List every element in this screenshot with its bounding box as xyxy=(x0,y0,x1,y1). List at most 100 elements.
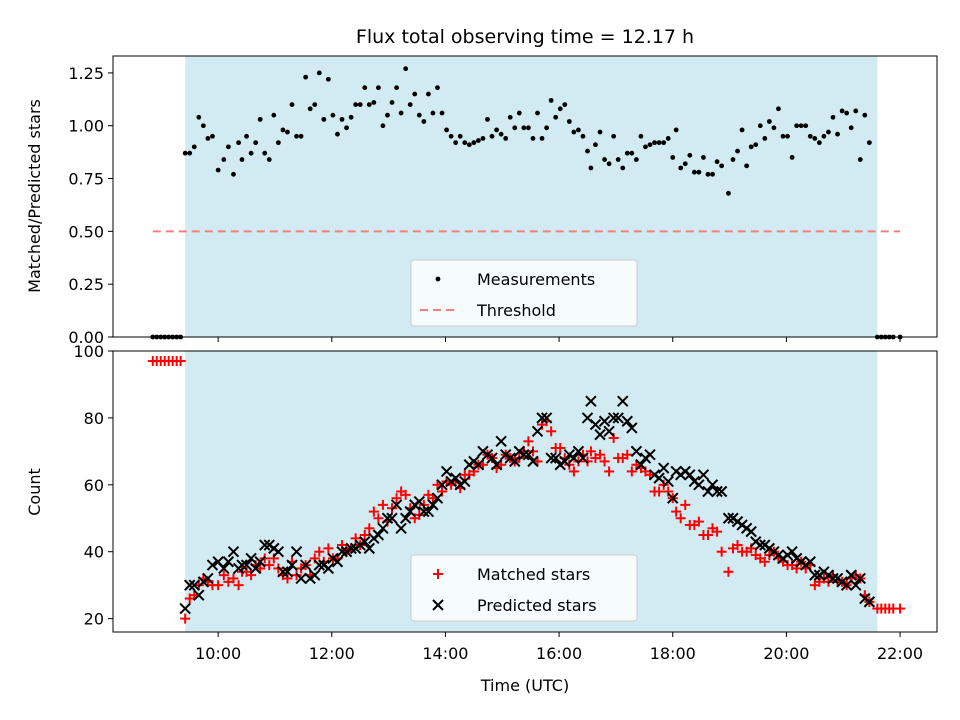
measurement-point xyxy=(466,142,472,148)
y-tick-label: 0.50 xyxy=(68,222,104,241)
legend-label: Threshold xyxy=(476,301,556,320)
predicted-star-point xyxy=(536,412,548,424)
y-tick-label: 1.00 xyxy=(68,117,104,136)
y-tick-label: 0.25 xyxy=(68,275,104,294)
measurement-point xyxy=(412,91,418,97)
matched-star-point xyxy=(175,356,186,367)
matched-star-point xyxy=(680,499,691,510)
matched-star-point xyxy=(555,443,566,454)
measurement-point xyxy=(839,108,845,114)
matched-star-point xyxy=(585,446,596,457)
predicted-star-point xyxy=(440,465,453,478)
measurement-point xyxy=(394,85,399,91)
predicted-star-point xyxy=(486,452,498,464)
measurement-point xyxy=(321,116,327,122)
measurement-point xyxy=(512,125,518,131)
measurement-point xyxy=(205,135,211,141)
measurement-point xyxy=(826,129,831,135)
predicted-star-point xyxy=(850,579,862,591)
measurement-point xyxy=(389,100,395,105)
predicted-star-point xyxy=(227,546,240,558)
measurement-point xyxy=(539,135,545,141)
measurement-point xyxy=(366,102,372,107)
predicted-star-point xyxy=(635,459,647,471)
predicted-star-point xyxy=(381,512,394,524)
legend-box xyxy=(410,259,638,327)
x-axis-label: Time (UTC) xyxy=(480,676,569,695)
measurement-point xyxy=(776,106,781,112)
measurement-point xyxy=(544,125,549,131)
measurement-point xyxy=(371,100,377,105)
top-panel-frame xyxy=(112,55,938,338)
matched-star-point xyxy=(702,529,713,540)
measurement-point xyxy=(403,66,409,72)
predicted-star-point xyxy=(359,535,371,548)
top-panel: 0.00 0.25 0.50 0.75 1.00 1.25 Flux total obse… xyxy=(25,26,938,347)
predicted-star-point xyxy=(259,539,271,551)
measurement-point xyxy=(633,157,639,162)
predicted-star-point xyxy=(667,492,679,504)
predicted-star-point xyxy=(540,412,553,424)
predicted-star-point xyxy=(644,448,656,461)
x-tick-label: 12:00 xyxy=(309,644,355,663)
measurement-point xyxy=(548,97,554,103)
predicted-star-point xyxy=(418,505,430,518)
predicted-star-point xyxy=(399,512,412,524)
measurement-point xyxy=(353,102,359,107)
measurement-point xyxy=(726,190,731,196)
measurement-point xyxy=(593,142,598,148)
predicted-star-point xyxy=(372,529,385,541)
measurement-point xyxy=(325,76,331,82)
measurement-point xyxy=(489,133,495,139)
measurement-point xyxy=(210,133,215,139)
matched-star-point xyxy=(364,523,375,534)
measurement-point xyxy=(200,123,206,129)
measurement-point xyxy=(407,102,413,107)
matched-star-point xyxy=(546,426,557,437)
predicted-star-point xyxy=(322,562,335,575)
matched-star-point xyxy=(675,513,686,524)
measurement-point xyxy=(691,169,697,175)
measurement-point xyxy=(853,108,859,114)
matched-star-point xyxy=(716,546,727,557)
matched-star-point xyxy=(218,570,229,581)
measurement-point xyxy=(476,138,481,143)
predicted-star-point xyxy=(612,412,624,424)
measurement-point xyxy=(785,133,790,139)
bottom-panel-frame xyxy=(112,350,938,633)
legend-label: Measurements xyxy=(477,270,595,289)
measurement-point xyxy=(739,127,745,133)
matched-star-point xyxy=(759,556,770,567)
measurement-point xyxy=(557,106,563,112)
predicted-star-point xyxy=(395,522,407,535)
measurement-point xyxy=(444,127,449,133)
predicted-star-point xyxy=(295,572,307,585)
predicted-star-point xyxy=(286,559,298,571)
predicted-star-point xyxy=(607,412,620,424)
x-tick-label: 18:00 xyxy=(650,644,696,663)
predicted-star-point xyxy=(572,445,585,458)
measurement-point xyxy=(803,123,809,129)
x-tick-label: 22:00 xyxy=(877,644,923,663)
predicted-star-point xyxy=(522,448,535,461)
matched-star-point xyxy=(671,506,682,517)
top-legend: Measurements Threshold xyxy=(410,259,638,327)
predicted-star-point xyxy=(202,572,214,585)
y-tick-label: 100 xyxy=(73,342,104,361)
predicted-star-point xyxy=(390,499,403,511)
measurement-point xyxy=(696,169,702,175)
bottom-legend: Matched stars Predicted stars xyxy=(410,554,638,622)
legend-label: Matched stars xyxy=(477,565,590,584)
measurement-point xyxy=(348,114,354,120)
measurement-point xyxy=(262,150,268,156)
measurement-point xyxy=(576,127,581,133)
predicted-star-point xyxy=(577,452,589,464)
predicted-star-point xyxy=(697,469,710,481)
measurement-point xyxy=(312,102,318,107)
matched-star-point xyxy=(373,513,384,524)
predicted-star-point xyxy=(804,556,816,568)
measurement-point xyxy=(638,133,644,139)
measurement-point xyxy=(857,157,863,162)
measurement-point xyxy=(744,163,750,169)
measurement-point xyxy=(521,125,527,131)
